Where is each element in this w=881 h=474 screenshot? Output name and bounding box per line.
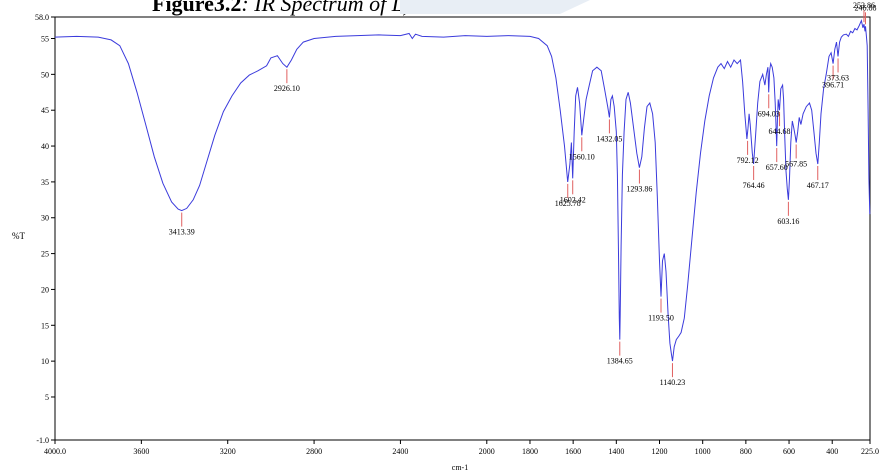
header-decoration [400,0,590,14]
y-tick-label: 5 [45,393,49,402]
x-axis: 4000.0 3600 3200 2800 2400 2000 1800 1600 1400 12… [44,440,879,456]
peak-label: 694.03 [758,109,780,118]
peak-label: 1432.05 [596,134,622,143]
x-axis-label: cm-1 [452,463,468,472]
y-tick-label: -1.0 [36,436,49,445]
y-tick-label: 10 [41,357,49,366]
y-tick-label: 58.0 [35,13,49,22]
x-tick-label: 2800 [306,447,322,456]
y-axis: -1.0 5 10 15 20 25 30 35 40 45 50 55 58.0 [35,13,55,445]
y-tick-label: 55 [41,35,49,44]
spectrum-line [54,18,871,362]
x-tick-label: 1800 [522,447,538,456]
peak-markers [181,10,866,378]
x-tick-label: 600 [783,447,795,456]
x-tick-label: 2000 [479,447,495,456]
x-tick-label: 400 [826,447,838,456]
peak-label: 1602.42 [560,195,586,204]
peak-label: 644.68 [769,127,791,136]
x-tick-label: 1400 [608,447,624,456]
y-tick-label: 35 [41,178,49,187]
peak-label: 3413.39 [169,228,195,237]
peak-label: 1384.65 [607,357,633,366]
peak-label: 657.60 [766,163,788,172]
peak-label: 764.46 [743,181,765,190]
y-tick-label: 40 [41,142,49,151]
x-tick-label: 4000.0 [44,447,66,456]
peak-label: 2926.10 [274,84,300,93]
peak-label: 1625.78 [555,199,581,208]
peak-label: 253.86 [853,1,875,10]
peak-label: 373.63 [827,73,849,82]
y-tick-label: 20 [41,285,49,294]
x-tick-label: 1600 [565,447,581,456]
x-tick-label: 225.0 [861,447,879,456]
figure-caption-number: Figure3.2 [152,0,242,16]
x-tick-label: 3600 [133,447,149,456]
peak-label: 1193.50 [648,314,674,323]
peak-label: 1560.10 [569,152,595,161]
peak-label: 567.85 [785,159,807,168]
peak-label: 1140.23 [660,378,686,387]
figure-caption: Figure3.2: IR Spectrum of L)-Cu [152,0,444,17]
x-tick-label: 1000 [695,447,711,456]
plot-area [54,16,871,441]
x-tick-label: 2400 [392,447,408,456]
y-tick-label: 30 [41,214,49,223]
peak-label: 467.17 [807,181,829,190]
peak-label: 396.71 [822,81,844,90]
peak-label: 1293.86 [626,185,652,194]
peak-label: 246.88 [854,3,876,12]
x-tick-label: 800 [740,447,752,456]
peak-label: 792.12 [737,156,759,165]
y-tick-label: 45 [41,106,49,115]
y-tick-label: 15 [41,321,49,330]
figure-caption-text: : IR Spectrum of L)-Cu [241,0,445,16]
y-axis-label: %T [12,231,25,241]
x-tick-label: 1200 [652,447,668,456]
y-tick-label: 25 [41,250,49,259]
x-tick-label: 3200 [220,447,236,456]
y-tick-label: 50 [41,70,49,79]
peak-label: 603.16 [777,217,799,226]
plot-frame [54,16,871,441]
